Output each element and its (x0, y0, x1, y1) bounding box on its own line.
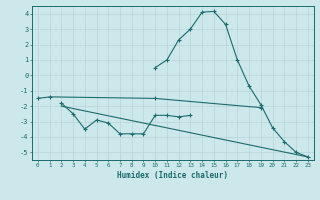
X-axis label: Humidex (Indice chaleur): Humidex (Indice chaleur) (117, 171, 228, 180)
